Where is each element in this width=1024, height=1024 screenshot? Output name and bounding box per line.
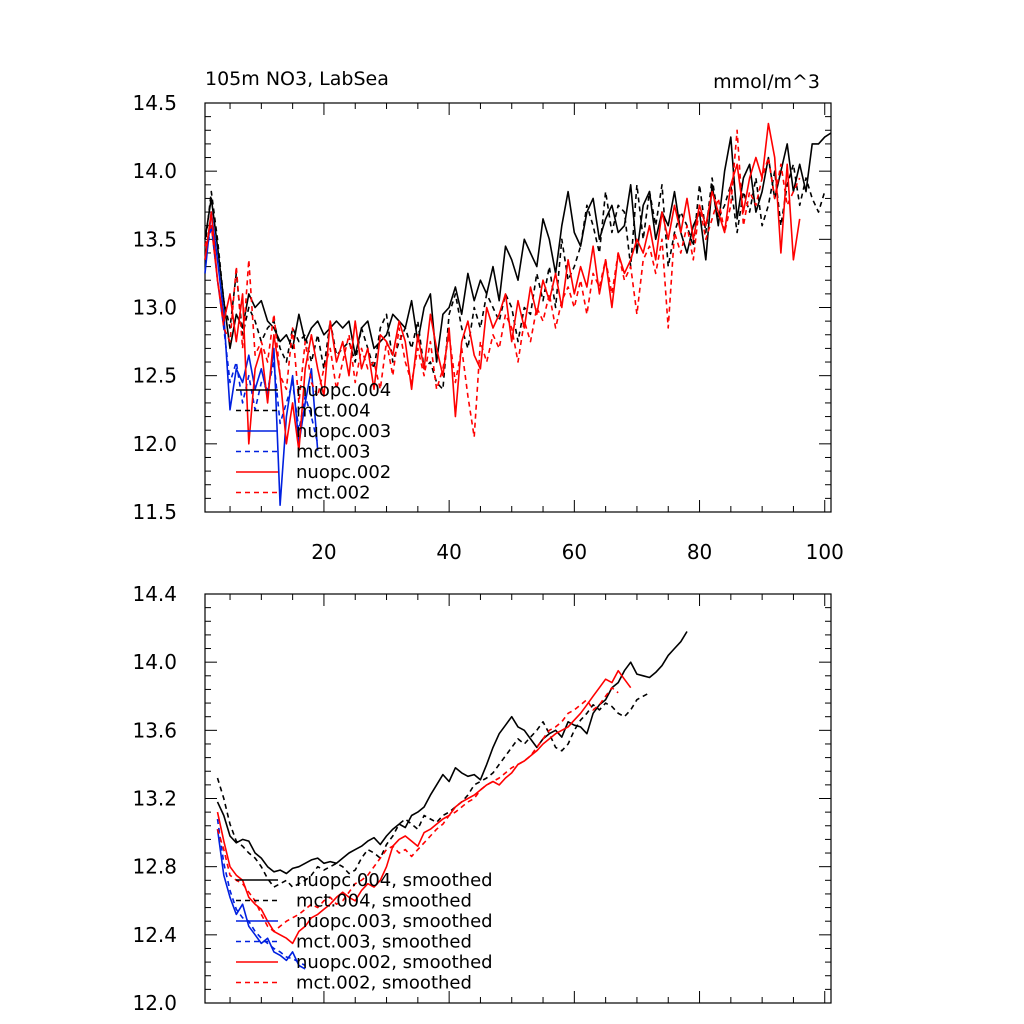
series-line-nuopc-003-smoothed xyxy=(216,829,306,970)
x-tick-label: 60 xyxy=(562,540,587,564)
legend-label: mct.003, smoothed xyxy=(296,932,472,953)
legend-label: nuopc.003 xyxy=(296,421,391,442)
series-line-mct-003 xyxy=(204,224,319,444)
legend-label: mct.004 xyxy=(296,401,371,422)
legend-label: nuopc.004 xyxy=(296,380,391,401)
y-tick-label: 13.6 xyxy=(132,718,177,742)
chart-title: 105m NO3, LabSea xyxy=(205,68,389,90)
series-line-mct-002 xyxy=(204,129,801,438)
series-line-nuopc-002 xyxy=(204,122,801,452)
y-tick-label: 14.4 xyxy=(132,582,177,606)
legend-label: mct.003 xyxy=(296,442,371,463)
x-tick-label: 100 xyxy=(806,540,844,564)
y-tick-label: 14.0 xyxy=(132,650,177,674)
y-tick-label: 13.0 xyxy=(132,296,177,320)
legend: nuopc.004mct.004nuopc.003mct.003nuopc.00… xyxy=(236,380,391,504)
legend-label: mct.004, smoothed xyxy=(296,891,472,912)
top-panel: 105m NO3, LabSea mmol/m^3 11.5 12.0 12.5 13… xyxy=(132,68,843,564)
y-tick-label: 12.4 xyxy=(132,923,177,947)
y-tick-label: 14.0 xyxy=(132,159,177,183)
series-line-nuopc-004-smoothed xyxy=(216,631,688,875)
y-tick-label: 14.5 xyxy=(132,91,177,115)
series-lines xyxy=(216,631,688,970)
legend-label: nuopc.003, smoothed xyxy=(296,911,493,932)
series-line-nuopc-004 xyxy=(204,132,832,363)
y-tick-labels: 11.5 12.0 12.5 13.0 13.5 14.0 14.5 xyxy=(132,91,177,524)
series-lines xyxy=(204,122,832,507)
y-tick-label: 11.5 xyxy=(132,500,177,524)
y-tick-label: 12.0 xyxy=(132,432,177,456)
y-tick-label: 12.5 xyxy=(132,364,177,388)
y-tick-labels: 12.0 12.4 12.8 13.2 13.6 14.0 14.4 xyxy=(132,582,177,1015)
bottom-panel: 12.0 12.4 12.8 13.2 13.6 14.0 14.4 nuopc.004, … xyxy=(132,582,832,1015)
x-tick-labels: 20 40 60 80 100 xyxy=(311,540,844,564)
x-tick-label: 40 xyxy=(436,540,461,564)
axis-ticks xyxy=(205,102,831,513)
series-line-mct-002-smoothed xyxy=(216,686,619,933)
legend-label: mct.002, smoothed xyxy=(296,973,472,994)
y-tick-label: 12.0 xyxy=(132,991,177,1015)
y-tick-label: 13.5 xyxy=(132,227,177,251)
units-label: mmol/m^3 xyxy=(713,71,820,93)
legend-label: mct.002 xyxy=(296,483,371,504)
axis-ticks xyxy=(205,593,831,1004)
x-tick-label: 80 xyxy=(687,540,712,564)
series-line-mct-004 xyxy=(204,163,826,391)
legend-label: nuopc.004, smoothed xyxy=(296,870,493,891)
legend-label: nuopc.002 xyxy=(296,462,391,483)
legend-label: nuopc.002, smoothed xyxy=(296,952,493,973)
series-line-mct-004-smoothed xyxy=(216,692,650,888)
x-tick-label: 20 xyxy=(311,540,336,564)
y-tick-label: 12.8 xyxy=(132,855,177,879)
series-line-nuopc-002-smoothed xyxy=(216,669,632,945)
y-tick-label: 13.2 xyxy=(132,787,177,811)
